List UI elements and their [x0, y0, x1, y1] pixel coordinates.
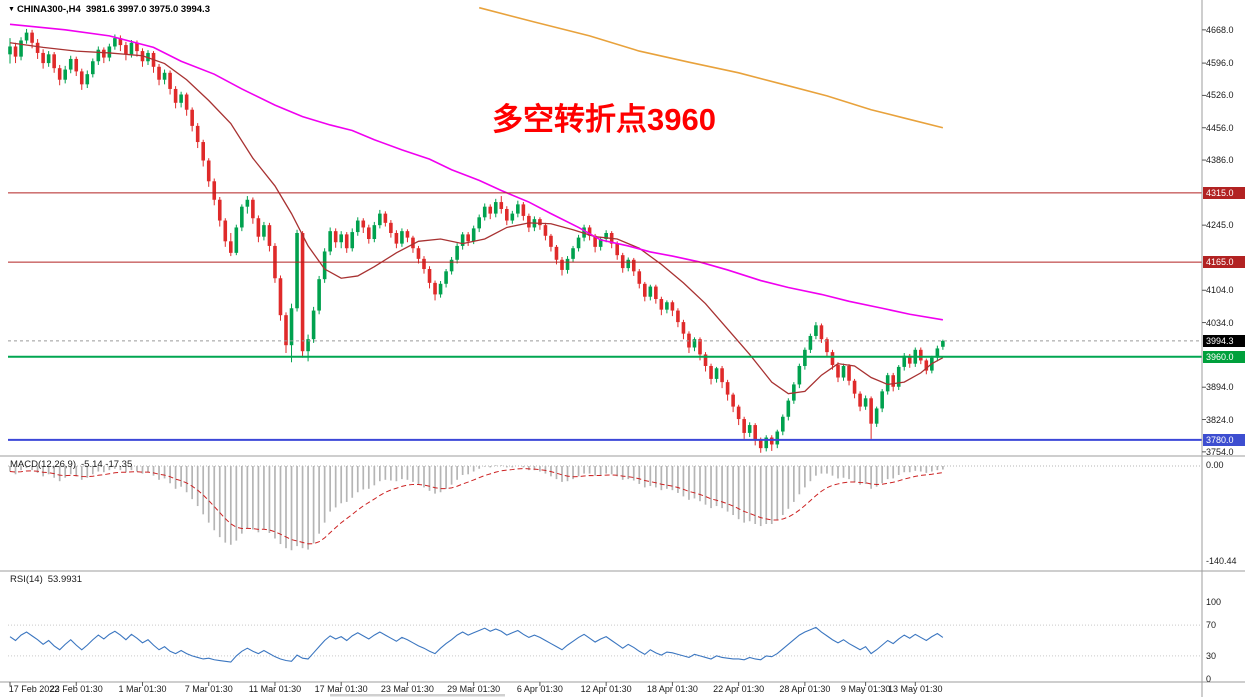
- current-price-tag: 3994.3: [1203, 334, 1245, 347]
- time-axis-label: 6 Apr 01:30: [516, 684, 563, 694]
- price-axis-tick: 4245.0: [1206, 220, 1234, 231]
- chart-annotation-text[interactable]: 多空转折点3960: [492, 102, 716, 137]
- time-axis-label: 23 Feb 01:30: [49, 684, 103, 694]
- time-axis-label: 29 Mar 01:30: [447, 684, 501, 694]
- price-axis-tick: 4526.0: [1206, 90, 1234, 101]
- macd-indicator-label: MACD(12,26,9) -5.14 -17.35: [10, 459, 132, 470]
- symbol-timeframe-label: CHINA300-,H4: [16, 4, 81, 15]
- time-axis-label: 23 Mar 01:30: [380, 684, 434, 694]
- horizontal-scrollbar[interactable]: [330, 694, 505, 697]
- price-axis-tick: 4034.0: [1206, 317, 1234, 328]
- rsi-scale-label: 70: [1206, 620, 1217, 631]
- rsi-value: 53.9931: [47, 574, 83, 585]
- rsi-indicator-label: RSI(14) 53.9931: [10, 574, 82, 585]
- price-axis-tick: 4386.0: [1206, 155, 1234, 166]
- hline-price-tag[interactable]: 4165.0: [1203, 256, 1245, 269]
- macd-scale-max-label: 0.00: [1206, 460, 1224, 470]
- time-axis-label: 22 Apr 01:30: [713, 684, 765, 694]
- rsi-name: RSI(14): [10, 574, 43, 585]
- time-axis-label: 12 Apr 01:30: [580, 684, 632, 694]
- time-axis-label: 17 Feb 2022: [8, 684, 60, 694]
- hline-price-tag[interactable]: 3960.0: [1203, 350, 1245, 363]
- time-axis-label: 28 Apr 01:30: [779, 684, 831, 694]
- price-axis-tick: 4456.0: [1206, 122, 1234, 133]
- time-axis-label: 18 Apr 01:30: [646, 684, 698, 694]
- macd-scale-min-label: -140.44: [1206, 556, 1237, 566]
- time-axis-label: 7 Mar 01:30: [184, 684, 233, 694]
- macd-name: MACD(12,26,9): [10, 459, 76, 470]
- time-axis-label: 1 Mar 01:30: [118, 684, 167, 694]
- price-axis-tick: 4104.0: [1206, 285, 1234, 296]
- hline-price-tag[interactable]: 3780.0: [1203, 433, 1245, 446]
- macd-values: -5.14 -17.35: [81, 459, 133, 470]
- price-axis-tick: 3824.0: [1206, 414, 1234, 425]
- price-axis-tick: 4596.0: [1206, 58, 1234, 69]
- ohlc-values: 3981.6 3997.0 3975.0 3994.3: [85, 4, 210, 15]
- symbol-marker-icon: ▼: [8, 6, 15, 13]
- time-axis-label: 13 May 01:30: [887, 684, 943, 694]
- time-axis-label: 17 Mar 01:30: [314, 684, 368, 694]
- rsi-scale-label: 30: [1206, 650, 1217, 661]
- rsi-scale-label: 0: [1206, 674, 1212, 684]
- time-axis-label: 11 Mar 01:30: [248, 684, 302, 694]
- price-axis-tick: 3894.0: [1206, 382, 1234, 393]
- price-axis-tick: 3754.0: [1206, 446, 1234, 457]
- time-axis-label: 9 May 01:30: [840, 684, 891, 694]
- price-axis-tick: 4668.0: [1206, 24, 1234, 35]
- chart-header: ▼ CHINA300-,H4 3981.6 3997.0 3975.0 3994.3: [8, 4, 210, 15]
- hline-price-tag[interactable]: 4315.0: [1203, 186, 1245, 199]
- rsi-scale-label: 100: [1206, 597, 1222, 607]
